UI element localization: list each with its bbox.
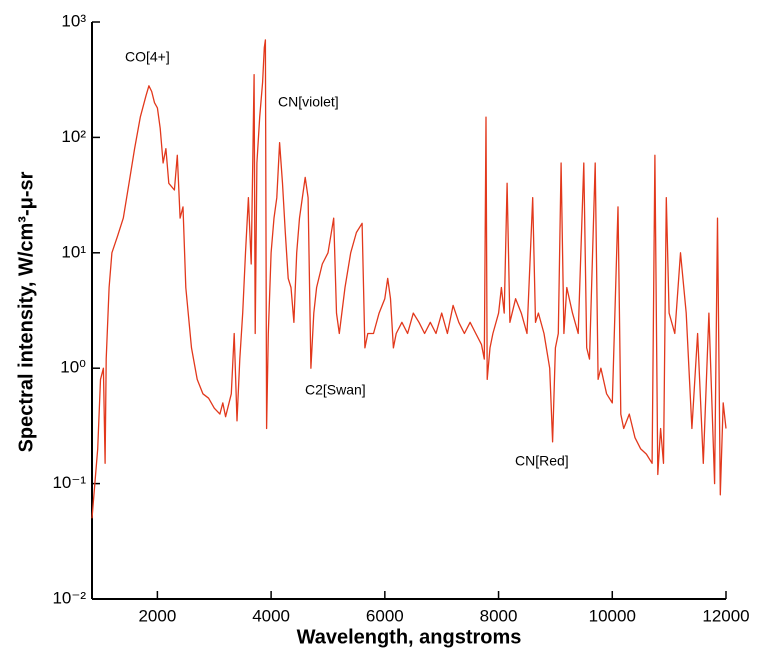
x-axis-title: Wavelength, angstroms (297, 626, 522, 648)
x-tick-label: 6000 (366, 606, 404, 625)
y-tick-label: 10¹ (61, 242, 86, 261)
x-tick-label: 2000 (138, 606, 176, 625)
y-tick-label: 10² (61, 127, 86, 146)
y-tick-label: 10⁻¹ (52, 473, 86, 492)
annotation: C2[Swan] (305, 382, 366, 398)
annotation: CN[Red] (515, 453, 569, 469)
y-axis-title: Spectral intensity, W/cm³-μ-sr (15, 171, 37, 452)
annotation: CN[violet] (278, 94, 339, 110)
annotation: CO[4+] (125, 49, 170, 65)
x-tick-label: 4000 (252, 606, 290, 625)
spectrum-line (91, 39, 727, 519)
y-tick-label: 10³ (61, 11, 86, 30)
x-tick-label: 10000 (589, 606, 636, 625)
y-tick-label: 10⁻² (52, 588, 86, 607)
y-tick-label: 10⁰ (60, 358, 86, 377)
x-tick-label: 12000 (702, 606, 749, 625)
x-tick-label: 8000 (480, 606, 518, 625)
